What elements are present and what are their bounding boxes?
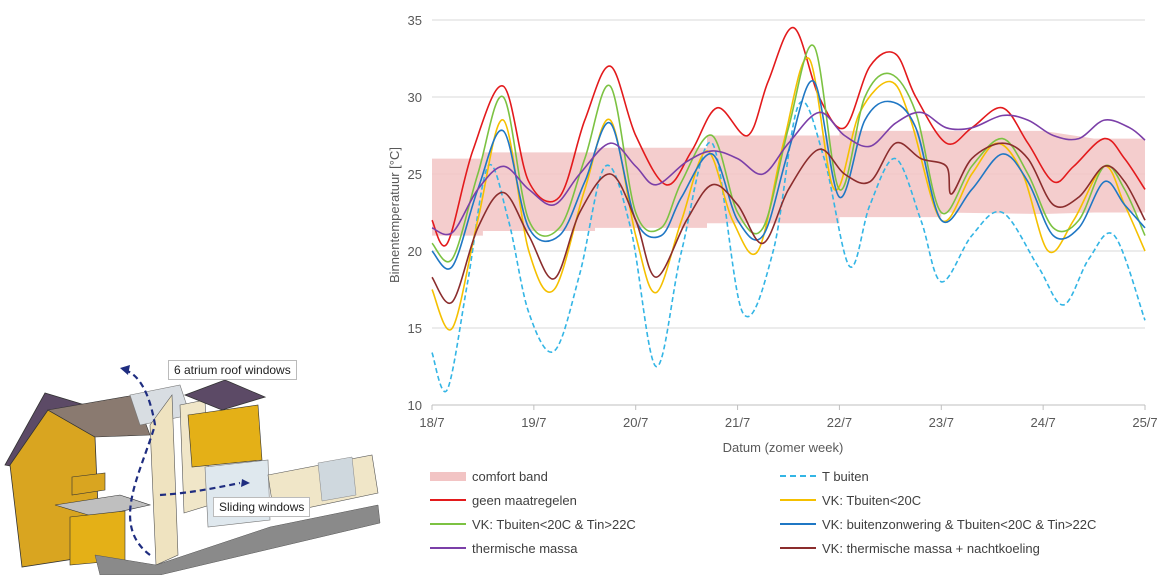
axes: 10 15 20 25 30 35 18/7 19/7 20/7 21/7 22/7 23/7 24/7… — [408, 13, 1158, 430]
legend-item-3: VK: Tbuiten<20C — [780, 489, 921, 511]
legend-item-0: comfort band — [430, 465, 548, 487]
y-tick-label-5: 35 — [408, 13, 422, 28]
legend-label-3: VK: Tbuiten<20C — [822, 492, 922, 508]
atrium-roof-windows-label: 6 atrium roof windows — [168, 360, 297, 380]
y-tick-label-1: 15 — [408, 321, 422, 336]
series-line-3 — [431, 44, 1146, 263]
legend-swatch-4 — [430, 523, 466, 525]
legend-swatch-2 — [430, 499, 466, 501]
legend-label-1: T buiten — [822, 468, 869, 484]
x-tick-label-4: 22/7 — [827, 415, 852, 430]
legend-item-1: T buiten — [780, 465, 869, 487]
y-tick-label-0: 10 — [408, 398, 422, 413]
chart-legend: comfort band T buiten geen maatregelen VK: … — [430, 463, 1160, 575]
series-line-0 — [431, 100, 1146, 393]
x-tick-label-7: 25/7 — [1132, 415, 1157, 430]
y-tick-label-4: 30 — [408, 90, 422, 105]
legend-label-4: VK: Tbuiten<20C & Tin>22C — [472, 516, 636, 532]
legend-item-2: geen maatregelen — [430, 489, 577, 511]
x-tick-label-6: 24/7 — [1030, 415, 1055, 430]
series-line-5 — [431, 111, 1146, 236]
series-lines — [431, 26, 1146, 393]
x-tick-label-5: 23/7 — [929, 415, 954, 430]
legend-item-4: VK: Tbuiten<20C & Tin>22C — [430, 513, 636, 535]
chart-svg: 10 15 20 25 30 35 18/7 19/7 20/7 21/7 22/7 23/7 24/7… — [387, 13, 1158, 455]
y-axis-title: Binnentemperatuur [°C] — [387, 147, 402, 283]
sliding-windows-label: Sliding windows — [213, 497, 311, 517]
temperature-chart: 10 15 20 25 30 35 18/7 19/7 20/7 21/7 22/7 23/7 24/7… — [380, 0, 1160, 460]
legend-swatch-0 — [430, 471, 466, 481]
legend-swatch-1 — [780, 475, 816, 477]
legend-label-5: VK: buitenzonwering & Tbuiten<20C & Tin>… — [822, 516, 1097, 532]
legend-item-5: VK: buitenzonwering & Tbuiten<20C & Tin>… — [780, 513, 1096, 535]
comfort-band-area — [432, 130, 1145, 236]
comfort-band — [432, 130, 1145, 236]
series-line-6 — [431, 141, 1146, 305]
x-tick-label-2: 20/7 — [623, 415, 648, 430]
legend-swatch-7 — [780, 547, 816, 549]
legend-label-7: VK: thermische massa + nachtkoeling — [822, 540, 1040, 556]
y-tick-label-2: 20 — [408, 244, 422, 259]
legend-item-7: VK: thermische massa + nachtkoeling — [780, 537, 1040, 559]
building-illustration: 6 atrium roof windows Sliding windows — [0, 355, 390, 576]
legend-label-0: comfort band — [472, 468, 548, 484]
legend-label-2: geen maatregelen — [472, 492, 577, 508]
building-drawing — [4, 365, 381, 576]
legend-swatch-6 — [430, 547, 466, 549]
series-line-1 — [431, 26, 1146, 247]
legend-label-6: thermische massa — [472, 540, 578, 556]
legend-swatch-3 — [780, 499, 816, 501]
y-tick-label-3: 25 — [408, 167, 422, 182]
x-tick-label-3: 21/7 — [725, 415, 750, 430]
x-tick-label-1: 19/7 — [521, 415, 546, 430]
series-line-4 — [431, 80, 1146, 270]
legend-swatch-5 — [780, 523, 816, 525]
legend-item-6: thermische massa — [430, 537, 577, 559]
x-axis-title: Datum (zomer week) — [723, 440, 844, 455]
x-tick-label-0: 18/7 — [419, 415, 444, 430]
